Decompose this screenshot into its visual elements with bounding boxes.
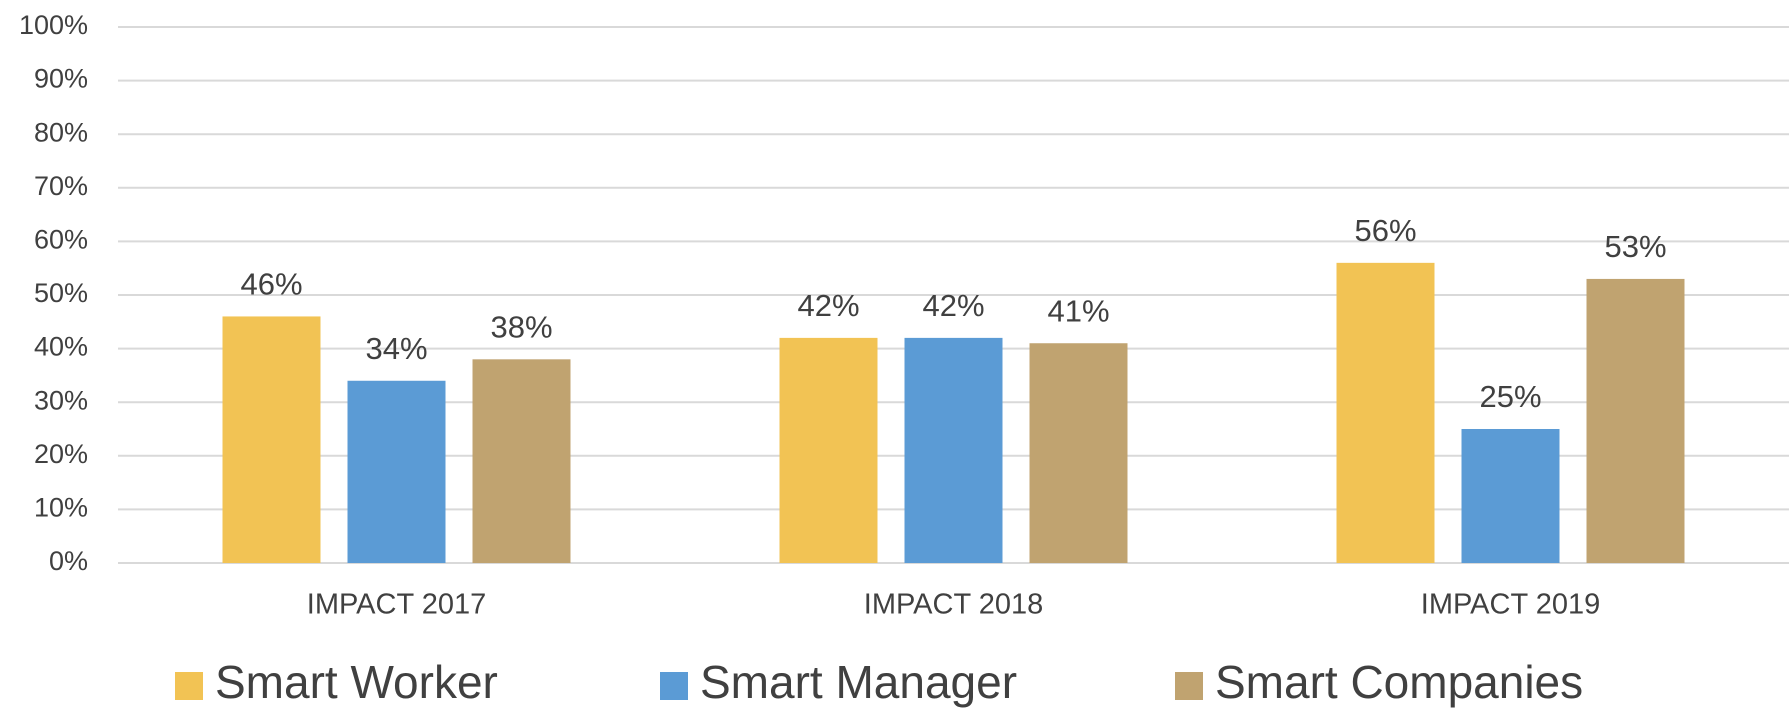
bar xyxy=(1029,343,1128,563)
legend-swatch xyxy=(1175,672,1203,700)
value-label: 46% xyxy=(240,267,302,302)
y-tick-label: 80% xyxy=(34,117,88,147)
y-tick-label: 60% xyxy=(34,225,88,255)
bar xyxy=(1586,278,1685,563)
y-tick-label: 70% xyxy=(34,171,88,201)
y-tick-label: 90% xyxy=(34,64,88,94)
legend-swatch xyxy=(175,672,203,700)
value-label: 42% xyxy=(797,288,859,323)
bar xyxy=(1461,429,1560,563)
x-tick-label: IMPACT 2019 xyxy=(1421,589,1600,621)
legend-label: Smart Worker xyxy=(215,656,498,708)
x-tick-label: IMPACT 2018 xyxy=(864,589,1043,621)
legend-label: Smart Companies xyxy=(1215,656,1583,708)
bar xyxy=(347,380,446,563)
value-label: 53% xyxy=(1604,229,1666,264)
bar xyxy=(904,337,1003,563)
x-tick-label: IMPACT 2017 xyxy=(307,589,486,621)
value-label: 25% xyxy=(1479,379,1541,414)
y-tick-label: 50% xyxy=(34,278,88,308)
legend-swatch xyxy=(660,672,688,700)
bar xyxy=(222,316,321,563)
value-label: 38% xyxy=(490,310,552,345)
y-tick-label: 0% xyxy=(49,546,88,576)
value-label: 34% xyxy=(365,331,427,366)
y-tick-label: 10% xyxy=(34,493,88,523)
value-label: 42% xyxy=(922,288,984,323)
bar xyxy=(779,337,878,563)
y-tick-label: 30% xyxy=(34,385,88,415)
y-tick-label: 40% xyxy=(34,332,88,362)
bar xyxy=(1336,262,1435,563)
bar xyxy=(472,359,571,563)
y-tick-label: 100% xyxy=(19,10,88,40)
value-label: 56% xyxy=(1354,213,1416,248)
y-tick-label: 20% xyxy=(34,439,88,469)
value-label: 41% xyxy=(1047,293,1109,328)
legend-label: Smart Manager xyxy=(700,656,1017,708)
